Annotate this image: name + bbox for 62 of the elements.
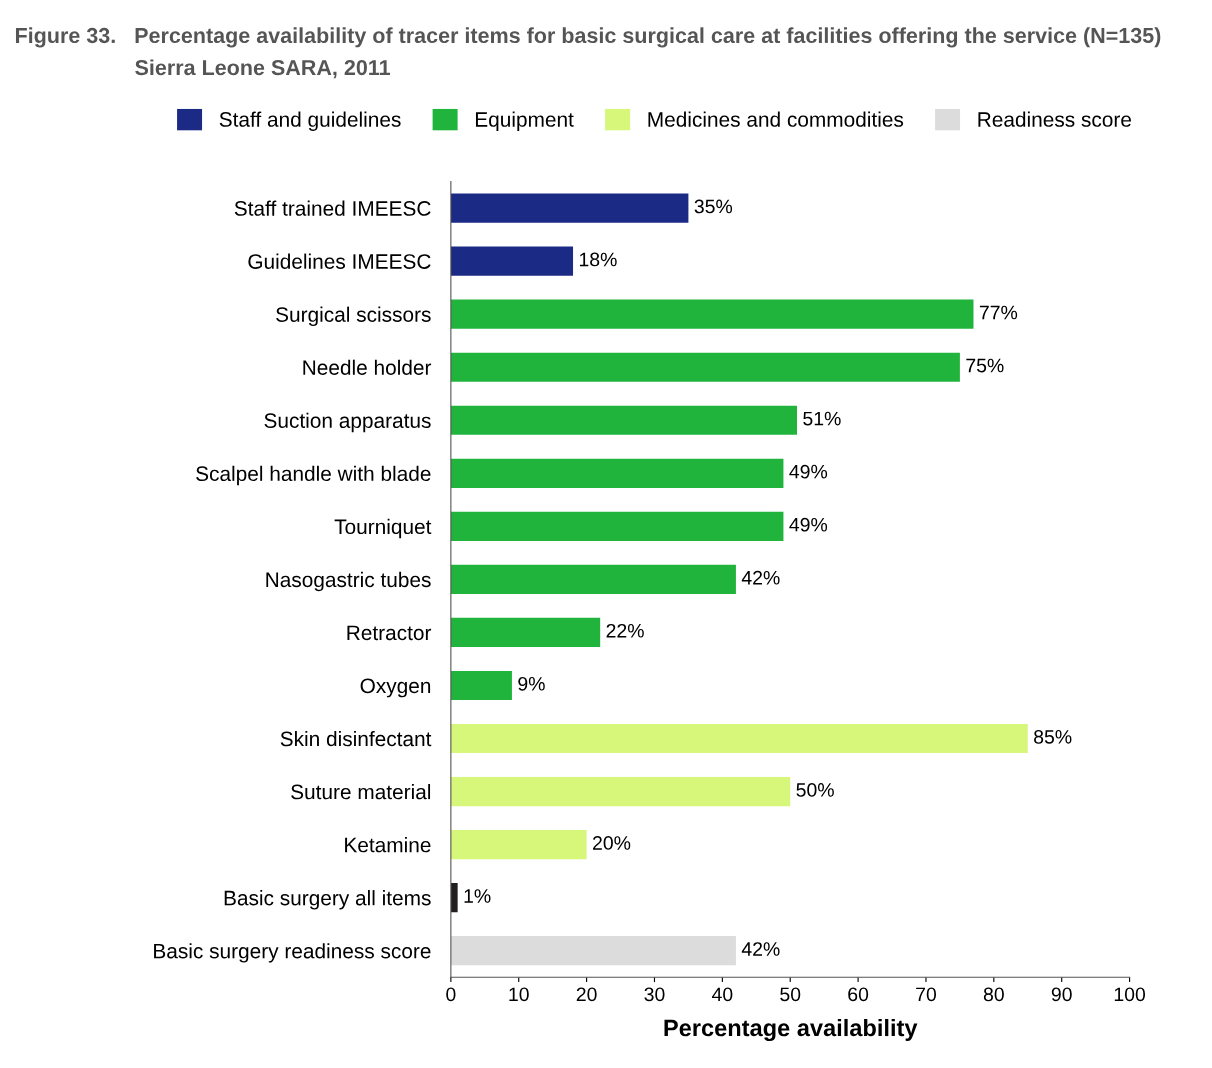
bar xyxy=(450,723,1028,754)
data-label: 9% xyxy=(518,676,545,691)
bar xyxy=(450,776,791,807)
x-tick-label: 10 xyxy=(509,987,529,1002)
x-tick-label: 60 xyxy=(848,987,869,1002)
y-tick-label: Skin disinfectant xyxy=(280,730,432,747)
y-tick-label: Retractor xyxy=(347,625,432,641)
legend-label: Readiness score xyxy=(978,111,1131,127)
data-label: 42% xyxy=(741,570,780,585)
data-label: 18% xyxy=(579,252,617,267)
y-tick-label: Oxygen xyxy=(360,678,431,698)
data-label: 75% xyxy=(966,358,1004,373)
data-label: 1% xyxy=(464,889,491,903)
data-label: 77% xyxy=(979,305,1018,320)
bar xyxy=(450,936,736,966)
y-tick-label: Suction apparatus xyxy=(264,412,431,433)
legend-label: Medicines and commodities xyxy=(648,111,904,127)
data-label: 42% xyxy=(741,942,780,956)
y-tick-label: Staff trained IMEESC xyxy=(234,200,431,216)
data-label: 22% xyxy=(606,623,644,638)
bar xyxy=(450,830,587,860)
chart-title: Figure 33. Percentage availability of tracer items for basic surgical care at facilities offering the service (N=135) xyxy=(15,27,1161,48)
bar xyxy=(450,564,736,594)
y-tick-label: Needle holder xyxy=(303,359,432,375)
bar xyxy=(450,511,784,541)
x-tick-label: 90 xyxy=(1051,987,1072,1002)
legend-label: Equipment xyxy=(475,111,574,131)
y-tick-label: Basic surgery readiness score xyxy=(154,943,431,963)
x-axis-title: Percentage availability xyxy=(664,1018,918,1042)
y-tick-label: Nasogastric tubes xyxy=(266,571,431,592)
bar xyxy=(450,193,689,223)
x-tick-label: 40 xyxy=(711,987,733,1002)
y-tick-label: Tourniquet xyxy=(334,518,432,539)
y-tick-label: Suture material xyxy=(291,784,431,800)
x-tick-label: 0 xyxy=(446,987,456,1002)
y-tick-label: Scalpel handle with blade xyxy=(196,465,431,486)
x-tick-label: 50 xyxy=(780,987,801,1002)
data-label: 20% xyxy=(593,836,631,850)
y-tick-label: Guidelines IMEESC xyxy=(248,253,431,269)
bar xyxy=(450,617,601,648)
y-tick-label: Surgical scissors xyxy=(276,306,431,327)
data-label: 35% xyxy=(694,199,733,214)
data-label: 85% xyxy=(1034,729,1072,744)
x-tick-label: 70 xyxy=(916,987,937,1002)
data-label: 50% xyxy=(796,783,834,797)
legend-label: Staff and guidelines xyxy=(219,111,401,131)
x-tick-label: 80 xyxy=(983,987,1004,1002)
x-tick-label: 30 xyxy=(644,987,665,1002)
bar xyxy=(450,246,574,276)
x-tick-label: 100 xyxy=(1114,987,1146,1002)
bar xyxy=(450,352,960,382)
x-tick-label: 20 xyxy=(576,987,597,1002)
data-label: 49% xyxy=(789,464,828,479)
bar xyxy=(450,670,512,701)
text: Sierra Leone SARA, 2011 xyxy=(135,59,390,79)
bar xyxy=(450,299,974,329)
bar xyxy=(450,405,798,435)
data-label: 51% xyxy=(803,411,841,426)
y-tick-label: Basic surgery all items xyxy=(224,890,431,910)
bar xyxy=(450,458,784,488)
y-tick-label: Ketamine xyxy=(345,837,431,853)
data-label: 49% xyxy=(789,517,828,532)
